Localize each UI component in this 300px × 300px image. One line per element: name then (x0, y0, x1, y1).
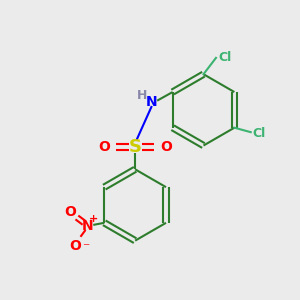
Text: O: O (64, 205, 76, 218)
Text: N: N (82, 219, 94, 233)
Text: O: O (69, 239, 81, 253)
Text: O: O (99, 140, 110, 154)
Text: S: S (129, 138, 142, 156)
Text: O: O (160, 140, 172, 154)
Text: Cl: Cl (218, 51, 232, 64)
Text: Cl: Cl (253, 127, 266, 140)
Text: +: + (89, 214, 98, 224)
Text: ⁻: ⁻ (82, 241, 89, 255)
Text: H: H (137, 89, 148, 102)
Text: N: N (146, 95, 158, 110)
